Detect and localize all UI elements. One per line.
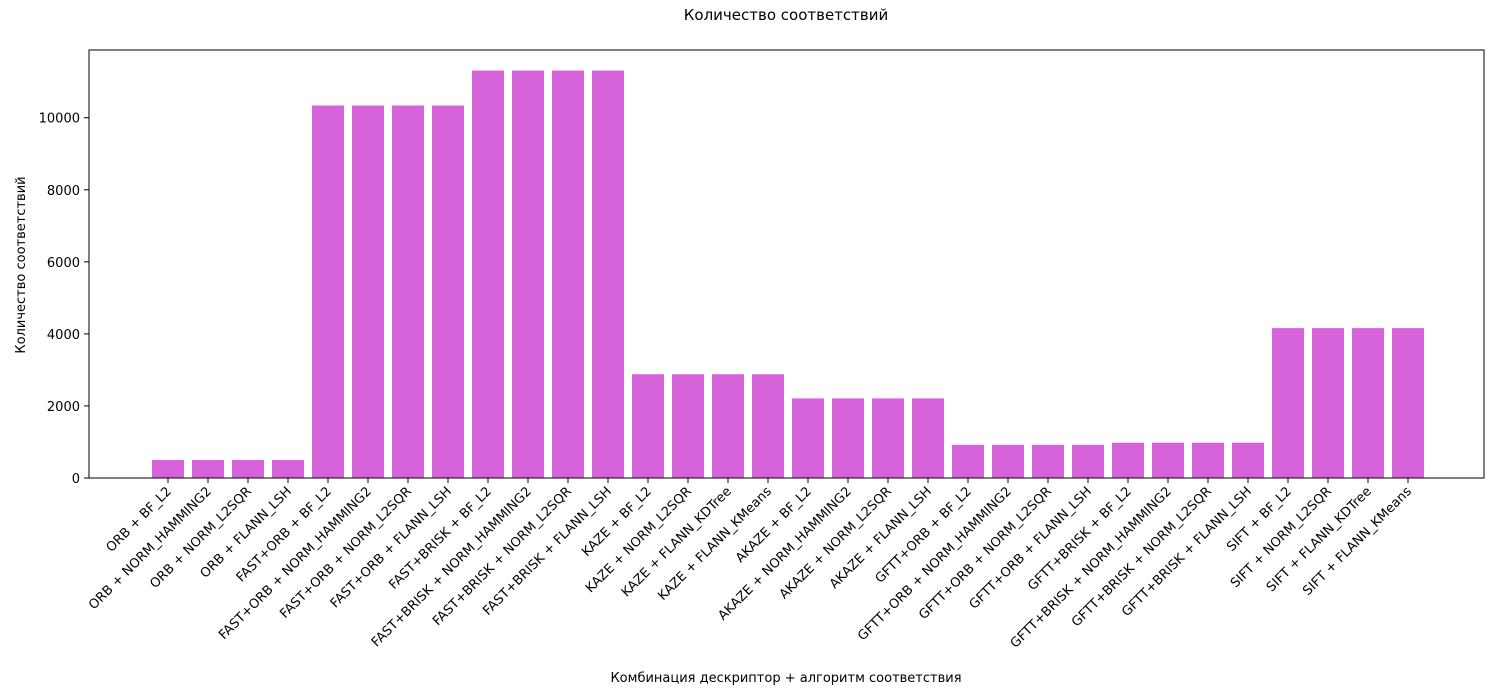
- bar: [952, 444, 984, 478]
- bar: [472, 70, 504, 479]
- bar: [512, 70, 544, 479]
- bar: [552, 70, 584, 479]
- bar: [912, 398, 944, 478]
- bar: [992, 444, 1024, 478]
- bar: [352, 105, 384, 479]
- x-axis-label: Комбинация дескриптор + алгоритм соответ…: [610, 671, 961, 686]
- bar: [272, 459, 304, 478]
- bar: [1152, 442, 1184, 478]
- bar: [792, 398, 824, 478]
- bar: [872, 398, 904, 478]
- bar: [672, 374, 704, 478]
- bars-group: [152, 70, 1424, 479]
- bar: [152, 459, 184, 478]
- chart-title: Количество соответствий: [684, 6, 889, 24]
- bar: [1312, 328, 1344, 478]
- bar: [632, 374, 664, 478]
- bar: [1192, 442, 1224, 478]
- y-axis-label: Количество соответствий: [14, 176, 29, 353]
- y-ticks-group: 0 2000 4000 6000 8000 10000: [39, 112, 89, 487]
- bar: [432, 105, 464, 479]
- bar: [752, 374, 784, 478]
- bar: [1032, 444, 1064, 478]
- y-tick-label: 2000: [47, 400, 80, 415]
- y-tick-label: 0: [72, 472, 80, 487]
- y-tick-label: 4000: [47, 328, 80, 343]
- bar: [1392, 328, 1424, 478]
- bar: [832, 398, 864, 478]
- y-tick-label: 10000: [39, 112, 80, 127]
- bar: [592, 70, 624, 479]
- y-tick-label: 6000: [47, 256, 80, 271]
- bar: [712, 374, 744, 478]
- bar: [232, 459, 264, 478]
- bar: [392, 105, 424, 479]
- bar: [312, 105, 344, 479]
- bar: [192, 459, 224, 478]
- x-tick-label: KAZE + BF_L2: [579, 484, 655, 560]
- bar: [1072, 444, 1104, 478]
- y-tick-label: 8000: [47, 184, 80, 199]
- plot-frame: [88, 49, 1485, 479]
- bar: [1272, 328, 1304, 478]
- bar: [1112, 442, 1144, 478]
- bar: [1352, 328, 1384, 478]
- bar: [1232, 442, 1264, 478]
